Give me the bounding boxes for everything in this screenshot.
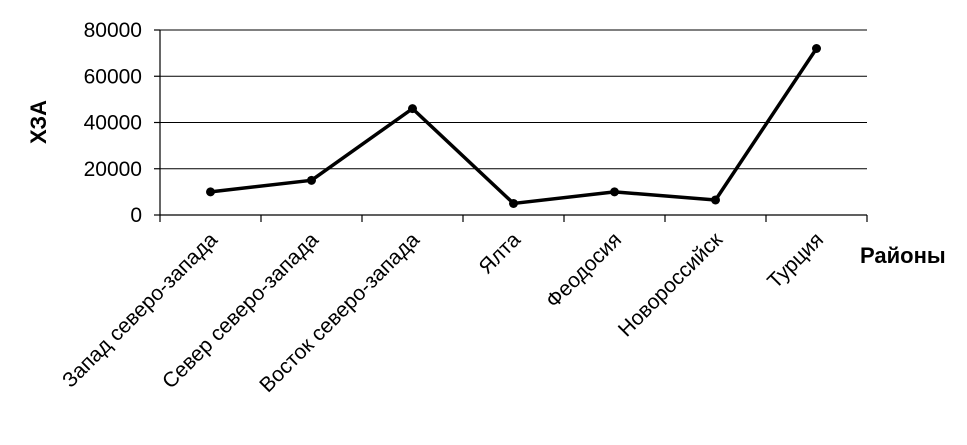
category-label: Новороссийск [614, 228, 728, 342]
data-point [711, 195, 720, 205]
series-layer [206, 44, 821, 208]
category-label: Ялта [474, 228, 525, 279]
y-tick-label: 0 [130, 204, 142, 227]
y-tick-label: 20000 [84, 158, 142, 181]
y-tick-label: 40000 [84, 112, 142, 135]
y-tick-label: 80000 [84, 19, 142, 42]
data-point [206, 187, 215, 197]
gridlines [160, 29, 867, 170]
x-axis-title: Районы [860, 243, 946, 268]
category-label: Турция [763, 228, 828, 293]
category-label: Феодосия [542, 228, 626, 312]
y-tick-labels: 0 20000 40000 60000 80000 [84, 19, 160, 227]
x-tick-marks [159, 215, 868, 222]
data-point [812, 44, 821, 53]
data-point [408, 104, 417, 114]
series-line [208, 46, 819, 206]
data-point [610, 187, 619, 197]
data-point [307, 175, 316, 185]
y-tick-label: 60000 [84, 65, 142, 88]
y-axis-title: ХЗА [26, 100, 51, 144]
data-point [509, 198, 518, 208]
